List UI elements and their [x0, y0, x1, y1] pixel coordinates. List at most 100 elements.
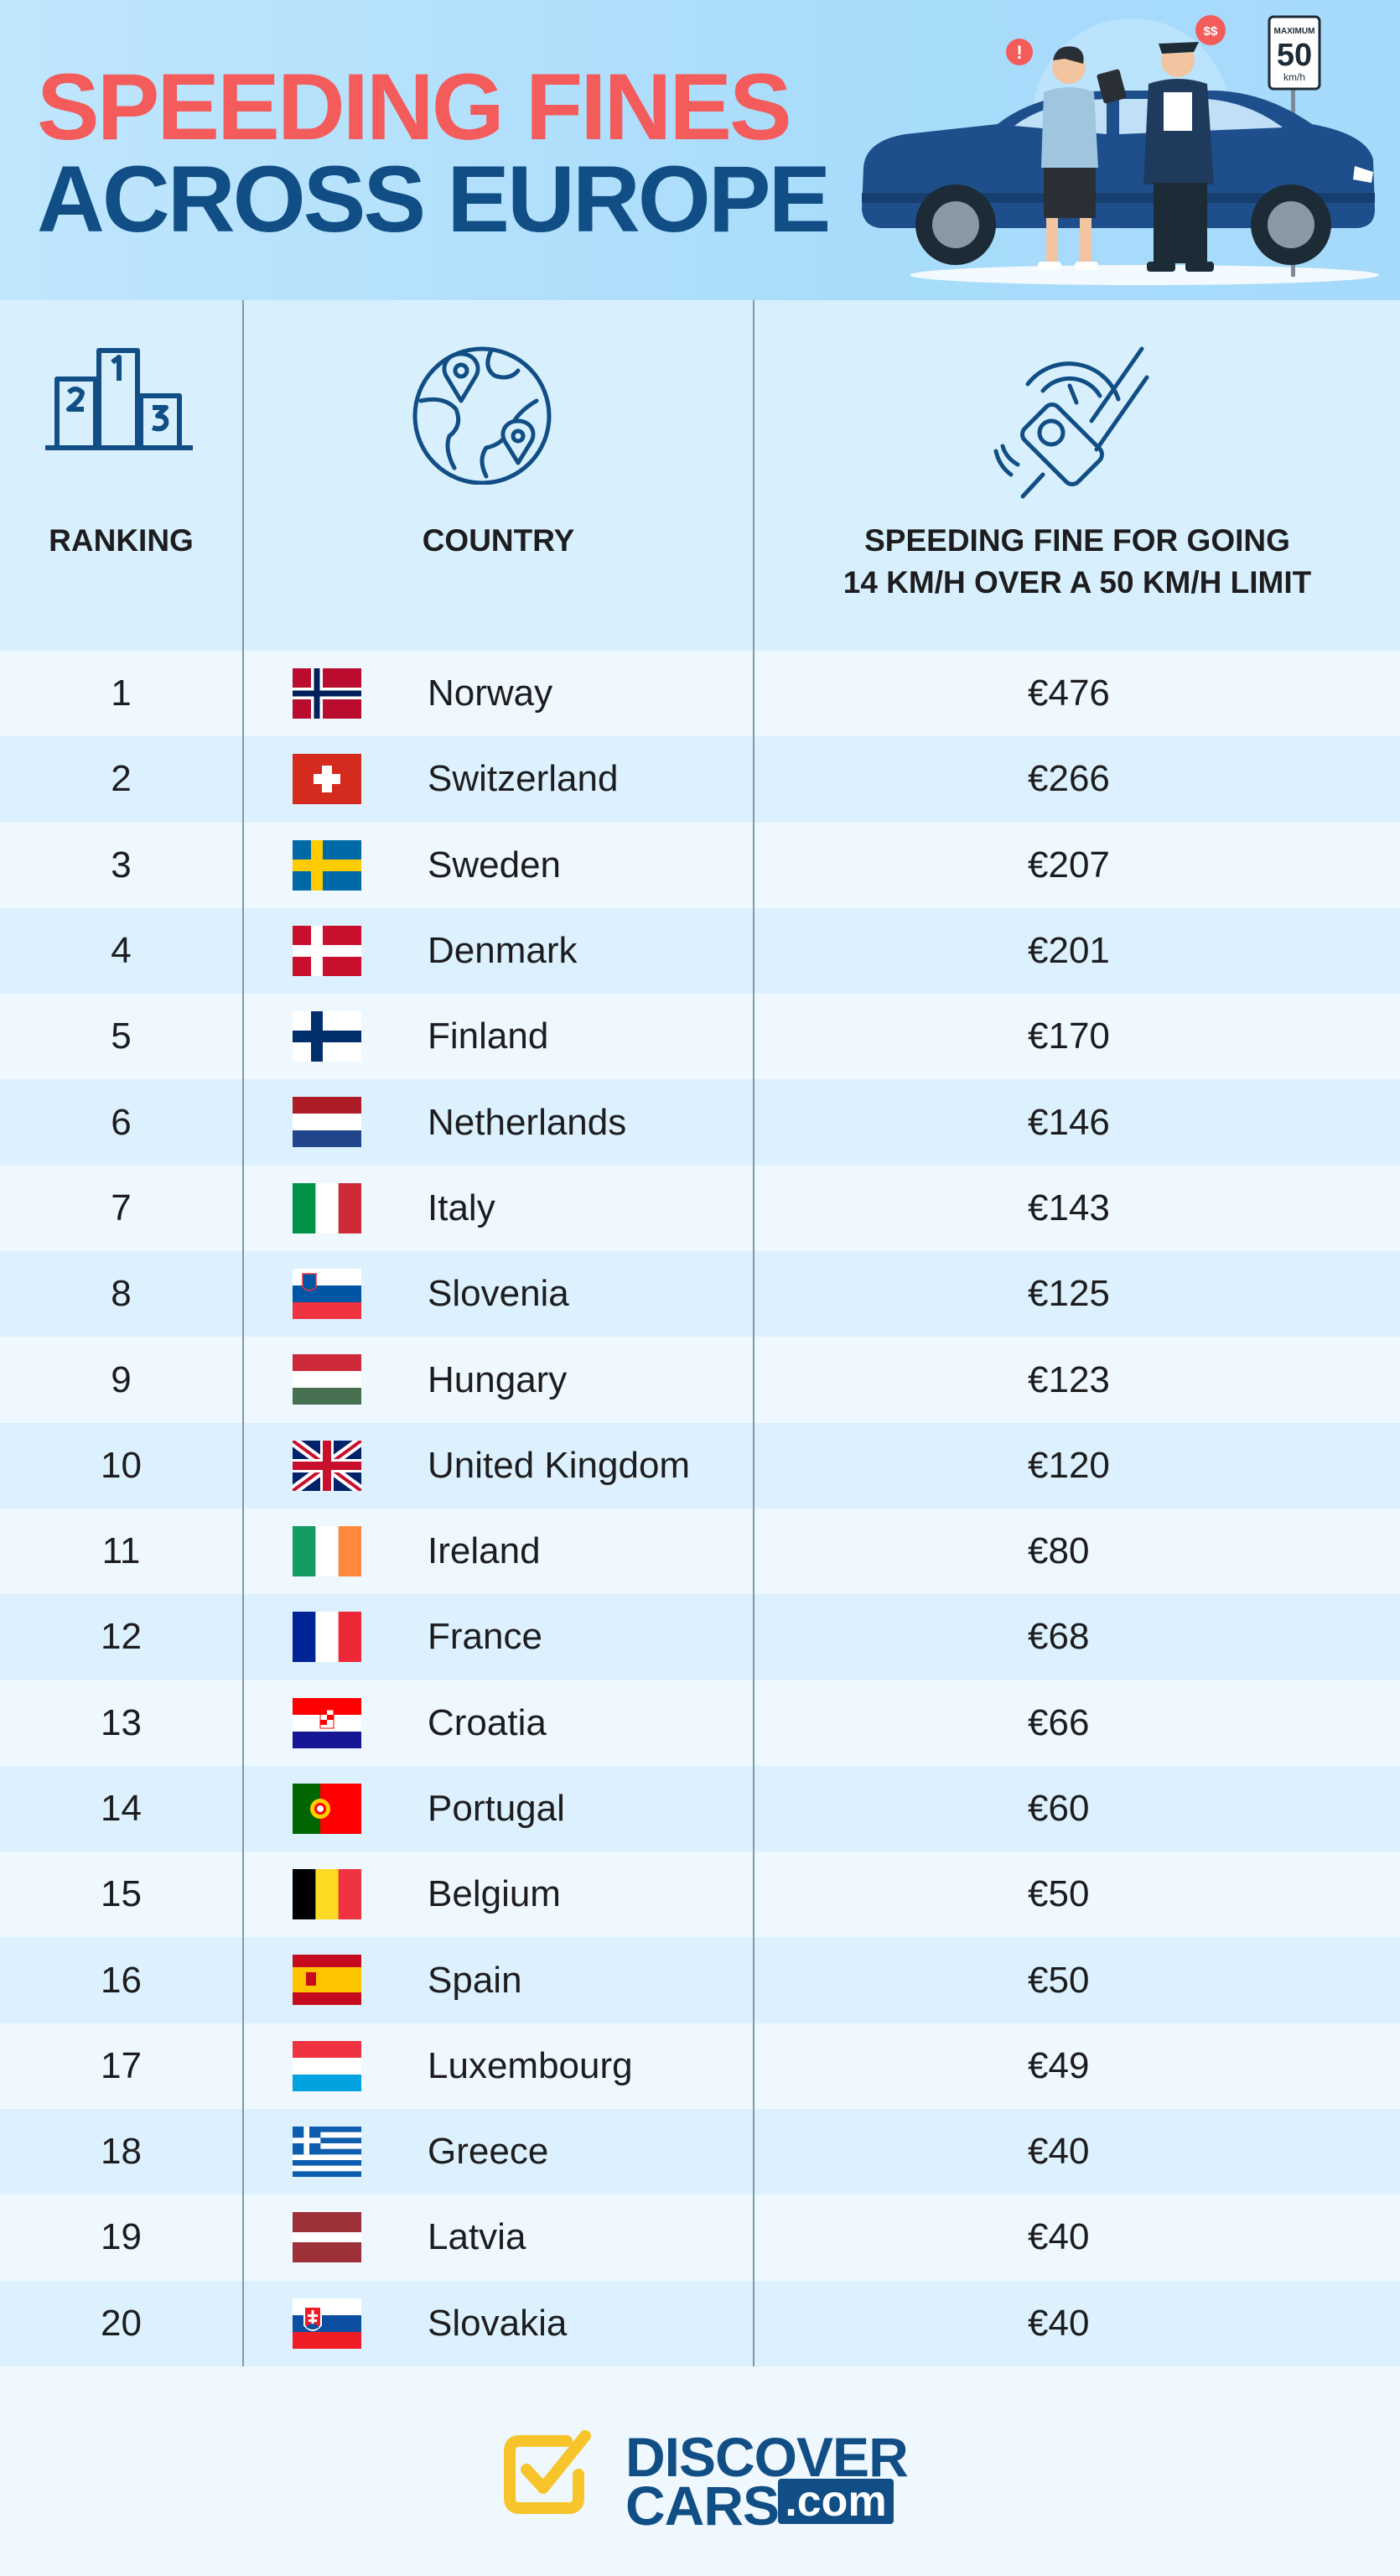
rank-cell: 9 — [111, 1358, 132, 1400]
flag-greece-icon — [293, 2127, 361, 2178]
fine-cell: €143 — [1028, 1187, 1110, 1228]
fine-cell: €476 — [1028, 673, 1110, 714]
rank-cell: 4 — [111, 930, 132, 972]
flag-belgium-icon — [293, 1869, 361, 1920]
country-cell: Switzerland — [428, 758, 619, 800]
table-row: 19 Latvia €40 — [0, 2194, 1400, 2281]
rank-cell: 1 — [111, 673, 132, 714]
country-cell: Ireland — [428, 1530, 541, 1572]
column-header-fine-line2: 14 KM/H OVER A 50 KM/H LIMIT — [843, 565, 1312, 600]
title-line-2: ACROSS EUROPE — [37, 147, 831, 252]
table-row: 14 Portugal €60 — [0, 1765, 1400, 1852]
alert-badge-text: ! — [1016, 42, 1022, 63]
speed-camera-icon — [993, 346, 1149, 499]
table-row: 9 Hungary €123 — [0, 1337, 1400, 1423]
flag-norway-icon — [293, 668, 361, 719]
country-cell: Hungary — [428, 1358, 568, 1400]
logo-text-line1: DISCOVER — [625, 2426, 909, 2488]
flag-ireland-icon — [293, 1525, 361, 1576]
flag-netherlands-icon — [293, 1097, 361, 1148]
flag-switzerland-icon — [293, 754, 361, 805]
fine-cell: €170 — [1028, 1015, 1110, 1057]
ranking-table: 1 Norway €476 2 Switzerland €266 3 Sweden €207 4 D… — [0, 651, 1400, 2366]
country-cell: Slovakia — [428, 2302, 568, 2344]
table-row: 15 Belgium €50 — [0, 1852, 1400, 1938]
column-header-country: COUNTRY — [422, 523, 575, 558]
fine-cell: €40 — [1028, 2302, 1090, 2344]
flag-latvia-icon — [293, 2212, 361, 2263]
flag-croatia-icon — [293, 1697, 361, 1748]
country-cell: France — [428, 1616, 542, 1658]
column-divider — [242, 300, 244, 2366]
fine-cell: €120 — [1028, 1444, 1110, 1486]
globe-location-icon — [412, 346, 552, 485]
header-banner: SPEEDING FINES ACROSS EUROPE MAXIMUM 50 … — [0, 0, 1400, 300]
rank-cell: 8 — [111, 1273, 132, 1315]
table-row: 12 France €68 — [0, 1594, 1400, 1680]
fine-cell: €40 — [1028, 2131, 1090, 2173]
rank-cell: 5 — [111, 1015, 132, 1057]
flag-hungary-icon — [293, 1354, 361, 1405]
column-divider — [753, 300, 754, 2366]
country-cell: United Kingdom — [428, 1444, 691, 1486]
fine-cell: €50 — [1028, 1959, 1090, 2001]
flag-france-icon — [293, 1612, 361, 1663]
logo-domain-badge: .com — [778, 2479, 894, 2524]
table-row: 16 Spain €50 — [0, 1937, 1400, 2023]
table-row: 7 Italy €143 — [0, 1165, 1400, 1252]
flag-italy-icon — [293, 1182, 361, 1233]
table-row: 10 United Kingdom €120 — [0, 1422, 1400, 1509]
rank-cell: 20 — [101, 2302, 142, 2344]
sign-number-text: 50 — [1277, 38, 1312, 73]
flag-slovenia-icon — [293, 1269, 361, 1320]
table-row: 17 Luxembourg €49 — [0, 2023, 1400, 2110]
country-cell: Sweden — [428, 844, 562, 886]
fine-cell: €201 — [1028, 930, 1110, 972]
rank-cell: 6 — [111, 1101, 132, 1143]
country-cell: Belgium — [428, 1873, 561, 1915]
table-row: 6 Netherlands €146 — [0, 1079, 1400, 1166]
flag-spain-icon — [293, 1955, 361, 2006]
table-row: 18 Greece €40 — [0, 2109, 1400, 2195]
table-row: 20 Slovakia €40 — [0, 2280, 1400, 2366]
checkmark-logo-icon — [504, 2430, 591, 2514]
country-cell: Norway — [428, 673, 553, 714]
fine-cell: €80 — [1028, 1530, 1090, 1572]
flag-finland-icon — [293, 1011, 361, 1062]
fine-cell: €40 — [1028, 2216, 1090, 2258]
table-row: 5 Finland €170 — [0, 994, 1400, 1080]
country-cell: Spain — [428, 1959, 522, 2001]
flag-denmark-icon — [293, 925, 361, 976]
table-row: 8 Slovenia €125 — [0, 1251, 1400, 1337]
fine-cell: €50 — [1028, 1873, 1090, 1915]
flag-luxembourg-icon — [293, 2040, 361, 2091]
rank-cell: 17 — [101, 2044, 142, 2086]
table-row: 3 Sweden €207 — [0, 822, 1400, 908]
country-cell: Latvia — [428, 2216, 526, 2258]
sign-top-text: MAXIMUM — [1274, 27, 1315, 36]
table-row: 11 Ireland €80 — [0, 1508, 1400, 1595]
table-header: RANKING COUNTRY SPEEDING FINE FOR GOING … — [0, 300, 1400, 651]
fine-cell: €60 — [1028, 1788, 1090, 1829]
country-cell: Greece — [428, 2131, 549, 2173]
rank-cell: 16 — [101, 1959, 142, 2001]
country-cell: Denmark — [428, 930, 578, 972]
rank-cell: 10 — [101, 1444, 142, 1486]
flag-sweden-icon — [293, 839, 361, 891]
country-cell: Portugal — [428, 1788, 565, 1829]
hero-illustration: MAXIMUM 50 km/h — [862, 15, 1379, 285]
rank-cell: 2 — [111, 758, 132, 800]
fine-cell: €266 — [1028, 758, 1110, 800]
rank-cell: 7 — [111, 1187, 132, 1228]
flag-united-kingdom-icon — [293, 1440, 361, 1491]
table-row: 2 Switzerland €266 — [0, 736, 1400, 823]
fine-cell: €125 — [1028, 1273, 1110, 1315]
column-header-fine-line1: SPEEDING FINE FOR GOING — [864, 523, 1290, 558]
money-badge: $$ — [1195, 15, 1226, 45]
rank-cell: 14 — [101, 1788, 142, 1829]
column-header-ranking: RANKING — [49, 523, 194, 558]
rank-cell: 13 — [101, 1701, 142, 1743]
fine-cell: €207 — [1028, 844, 1110, 886]
fine-cell: €68 — [1028, 1616, 1090, 1658]
